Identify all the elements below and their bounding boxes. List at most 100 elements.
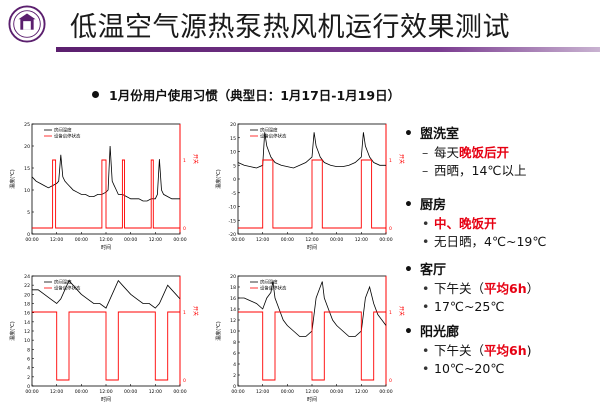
- x-tick-label: 12:00: [256, 237, 269, 243]
- x-tick-label: 00:00: [231, 389, 244, 395]
- y2-tick-label: 1: [183, 310, 186, 316]
- y-axis-label: 温度(℃): [9, 169, 16, 189]
- bullet-icon: [92, 91, 99, 98]
- legend-label-temp: 房间温度: [54, 279, 72, 286]
- header: 低温空气源热泵热风机运行效果测试: [0, 0, 600, 46]
- university-seal-icon: [8, 5, 46, 43]
- series-temp-line: [238, 281, 387, 337]
- section-line: – 每天晚饭后开: [422, 145, 510, 160]
- x-axis-label: 时间: [101, 244, 111, 251]
- y-tick-label: 12: [24, 329, 30, 335]
- y-tick-label: -15: [228, 218, 236, 224]
- y-tick-label: 5: [233, 163, 236, 169]
- x-tick-label: 12:00: [355, 389, 368, 395]
- page-title: 低温空气源热泵热风机运行效果测试: [70, 12, 510, 43]
- x-tick-label: 12:00: [355, 237, 368, 243]
- y-tick-label: 6: [233, 351, 236, 357]
- section-title: 客厅: [404, 261, 596, 280]
- y2-tick-label: 1: [389, 310, 392, 316]
- y-tick-label: 20: [230, 122, 236, 128]
- y-tick-label: 0: [27, 232, 30, 238]
- x-tick-label: 00:00: [281, 389, 294, 395]
- x-tick-label: 00:00: [124, 389, 137, 395]
- y-tick-label: 4: [27, 366, 30, 372]
- section-line: • 中、晚饭开: [422, 216, 497, 231]
- y-tick-label: 8: [27, 347, 30, 353]
- y2-tick-label: 0: [183, 378, 186, 384]
- section-line: • 17℃~25℃: [422, 299, 505, 314]
- y-tick-label: 18: [24, 302, 30, 308]
- section-title: 厨房: [404, 196, 596, 215]
- x-tick-label: 00:00: [379, 237, 392, 243]
- x-tick-label: 00:00: [330, 389, 343, 395]
- y2-tick-label: 1: [183, 158, 186, 164]
- y-tick-label: 18: [230, 285, 236, 291]
- y-tick-label: 20: [230, 274, 236, 280]
- section-line: • 无日晒，4℃~19℃: [422, 234, 547, 249]
- series-state-line: [32, 311, 180, 381]
- y2-axis-label: 开关: [398, 154, 405, 164]
- series-temp-line: [31, 145, 180, 202]
- section-line: – 西晒，14℃以上: [422, 163, 527, 178]
- y-tick-label: 25: [24, 122, 30, 128]
- room-summary-list: 盥洗室 –每天晚饭后开 –西晒，14℃以上 厨房 •中、晚饭开 •无日晒，4℃~…: [404, 125, 596, 378]
- x-tick-label: 00:00: [25, 389, 38, 395]
- y-tick-label: 22: [24, 283, 30, 289]
- chart-washroom: 25 20 15 10 5 0 00:00 12:00 00:00 12:00 00:00 12:00…: [8, 118, 200, 256]
- x-tick-label: 12:00: [256, 389, 269, 395]
- y-axis-label: 温度(℃): [215, 321, 222, 341]
- series-temp-line: [32, 279, 181, 309]
- x-tick-label: 00:00: [25, 237, 38, 243]
- y2-axis-label: 开关: [398, 306, 405, 316]
- subtitle-bullet: 1月份用户使用习惯（典型日：1月17日-1月19日）: [92, 84, 400, 104]
- y-tick-label: 8: [233, 340, 236, 346]
- section-kitchen: 厨房 •中、晚饭开 •无日晒，4℃~19℃: [404, 196, 596, 261]
- x-tick-label: 12:00: [149, 237, 162, 243]
- section-sun-corridor: 阳光廊 •下午关（平均6h) •10℃~20℃: [404, 323, 596, 378]
- y-tick-label: 10: [24, 338, 30, 344]
- x-tick-label: 12:00: [50, 237, 63, 243]
- y2-axis-label: 开关: [192, 306, 199, 316]
- y-tick-label: 10: [24, 188, 30, 194]
- y2-tick-label: 0: [389, 378, 392, 384]
- y2-tick-label: 0: [183, 226, 186, 232]
- y-tick-label: 10: [230, 150, 236, 156]
- x-tick-label: 00:00: [379, 389, 392, 395]
- series-temp-line: [237, 132, 386, 169]
- y-tick-label: 2: [233, 373, 236, 379]
- legend-label-state: 设备启停状态: [260, 285, 287, 292]
- x-tick-label: 12:00: [149, 389, 162, 395]
- section-title: 盥洗室: [404, 125, 596, 144]
- y-tick-label: -20: [228, 232, 236, 238]
- y-tick-label: 4: [233, 362, 236, 368]
- y-tick-label: 24: [24, 274, 30, 280]
- x-tick-label: 00:00: [330, 237, 343, 243]
- x-tick-label: 00:00: [124, 237, 137, 243]
- y-tick-label: 0: [233, 177, 236, 183]
- series-state-line: [238, 159, 386, 229]
- x-axis-label: 时间: [307, 396, 317, 403]
- y-tick-label: 16: [24, 311, 30, 317]
- x-axis-label: 时间: [101, 396, 111, 403]
- chart-kitchen: 20 15 10 5 0 -5 -10 -15 -20 00:00 12:00 00:00 12:00 0…: [214, 118, 406, 256]
- x-tick-label: 12:00: [99, 389, 112, 395]
- x-tick-label: 00:00: [75, 237, 88, 243]
- y-tick-label: 20: [24, 292, 30, 298]
- y-tick-label: 0: [233, 384, 236, 390]
- y2-axis-label: 开关: [192, 154, 199, 164]
- x-tick-label: 00:00: [173, 237, 186, 243]
- section-living-room: 客厅 •下午关（平均6h） •17℃~25℃: [404, 261, 596, 323]
- legend-label-state: 设备启停状态: [260, 133, 287, 140]
- legend-label-temp: 房间温度: [260, 279, 278, 286]
- legend-label-state: 设备启停状态: [54, 133, 81, 140]
- y-tick-label: 0: [27, 384, 30, 390]
- y-tick-label: 10: [230, 329, 236, 335]
- legend-label-temp: 房间温度: [260, 127, 278, 134]
- y-tick-label: -10: [228, 205, 236, 211]
- chart-living-room: 24 22 20 18 16 14 12 10 8 6 4 2 0 00:00 12:00 00:00 12:0…: [8, 270, 200, 408]
- y-tick-label: 16: [230, 296, 236, 302]
- section-line: • 下午关（平均6h）: [422, 281, 540, 296]
